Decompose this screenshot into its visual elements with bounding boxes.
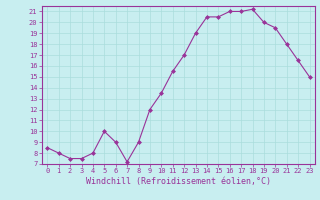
X-axis label: Windchill (Refroidissement éolien,°C): Windchill (Refroidissement éolien,°C) <box>86 177 271 186</box>
